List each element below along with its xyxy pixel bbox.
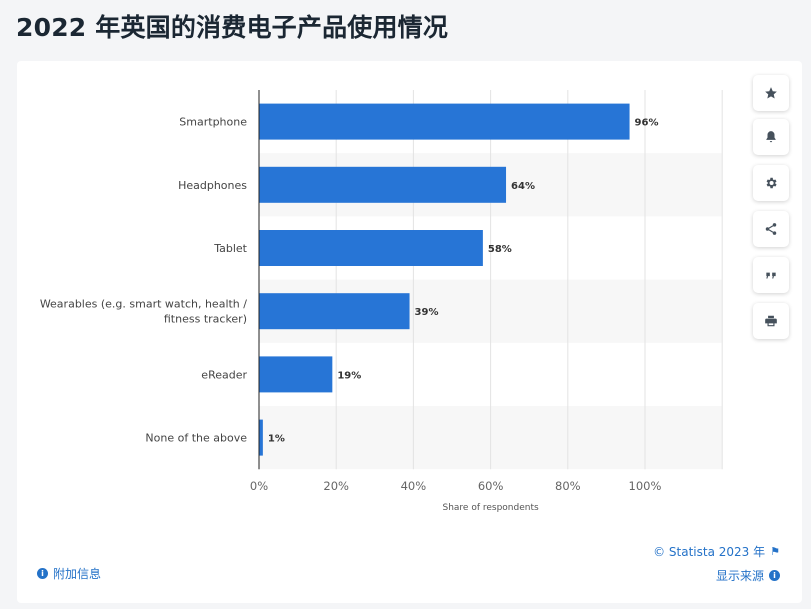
print-button[interactable] [753,303,789,339]
additional-info-label: 附加信息 [53,567,102,581]
data-label: 96% [635,118,659,129]
x-tick-label: 60% [478,479,504,493]
notification-button[interactable] [753,119,789,155]
x-tick-label: 80% [555,479,581,493]
gear-icon [766,177,777,189]
bar [259,293,410,330]
copyright-link[interactable]: © Statista 2023 年 ⚑ [653,543,780,560]
print-icon [765,315,777,327]
show-source-label: 显示来源 [715,569,764,583]
category-label: Headphones [178,179,247,192]
bar [259,356,333,393]
category-label: fitness tracker) [164,313,247,326]
x-tick-label: 0% [250,479,268,493]
data-label: 19% [337,370,361,381]
category-label: Wearables (e.g. smart watch, health / [40,298,247,311]
bar [259,103,630,140]
category-label: None of the above [145,432,247,445]
star-icon [765,87,777,99]
x-tick-label: 100% [629,479,662,493]
copyright-label: © Statista 2023 年 [653,545,766,559]
category-label: eReader [201,368,247,381]
x-axis-title: Share of respondents [442,503,539,513]
flag-icon: ⚑ [770,545,780,558]
bar [259,230,483,266]
bar-chart: 96% Smartphone 64% Headphones 58% Tablet 39% We… [40,90,723,513]
chart-card: 96% Smartphone 64% Headphones 58% Tablet 39% We… [17,61,802,603]
x-tick-label: 20% [323,479,349,493]
show-source-link[interactable]: 显示来源 i [716,567,780,584]
share-icon [765,223,777,235]
cite-button[interactable] [753,257,789,293]
favorite-button[interactable] [753,75,789,111]
info-icon: i [37,568,48,579]
category-label: Tablet [213,242,247,255]
bell-icon [766,131,776,143]
page-title: 2022 年英国的消费电子产品使用情况 [16,13,449,42]
settings-button[interactable] [753,165,789,201]
data-label: 1% [268,434,285,445]
data-label: 64% [511,181,535,192]
data-label: 58% [488,244,512,255]
quote-icon [766,272,776,279]
share-button[interactable] [753,211,789,247]
additional-info-link[interactable]: i 附加信息 [37,565,101,582]
x-tick-label: 40% [401,479,427,493]
bar [259,419,263,456]
category-label: Smartphone [179,116,247,129]
data-label: 39% [415,307,439,318]
bar [259,166,507,203]
info-icon: i [769,570,780,581]
